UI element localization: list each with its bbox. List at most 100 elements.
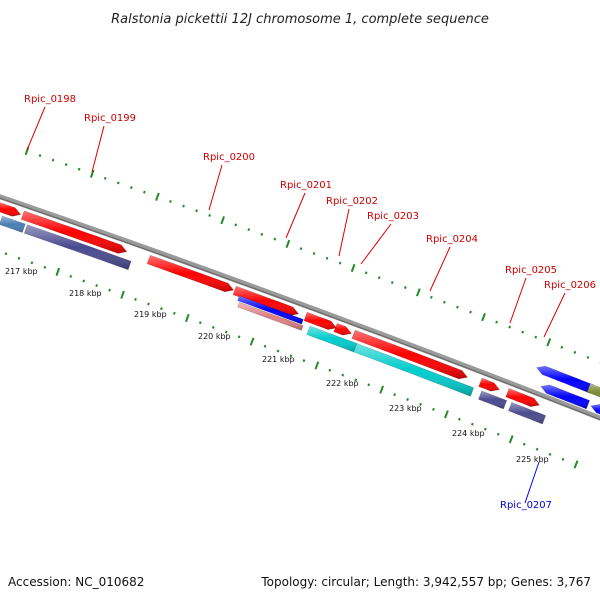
tick-major (155, 192, 160, 201)
tick-minor (173, 311, 176, 315)
cds-rpic-0200[interactable] (146, 254, 235, 293)
tick-minor (260, 232, 264, 236)
tick-minor (364, 271, 368, 275)
cds-rpic-0205[interactable] (478, 377, 500, 392)
backbone (0, 194, 600, 421)
tick-minor (432, 407, 435, 411)
tick-minor (430, 295, 433, 299)
tick-major (508, 435, 514, 444)
tick-minor (521, 330, 525, 334)
gene-label-rpic-0198[interactable]: Rpic_0198 (24, 94, 76, 105)
tick-minor (470, 422, 474, 426)
tick-minor (561, 457, 565, 461)
gene-label-rpic-0207[interactable]: Rpic_0207 (500, 500, 552, 511)
tick-rows (4, 146, 600, 469)
cog-rpic-0201-b[interactable] (237, 295, 304, 325)
tick-major (350, 263, 356, 273)
cog-rpic-0204[interactable] (353, 343, 475, 397)
cog-rpic-0205[interactable] (478, 390, 508, 410)
tick-major (481, 313, 486, 322)
cog-rpic-0199[interactable] (23, 224, 132, 271)
leader-line (524, 461, 540, 504)
tick-major (249, 337, 255, 346)
tick-major (285, 239, 291, 248)
tick-minor (160, 307, 163, 311)
tick-minor (108, 288, 111, 292)
cds-rpic-0198[interactable] (0, 202, 22, 217)
leader-line (360, 223, 392, 265)
gene-label-rpic-0206[interactable]: Rpic_0206 (544, 280, 596, 291)
tick-minor (534, 335, 538, 339)
tick-minor (354, 378, 358, 382)
tick-minor (560, 345, 564, 349)
tick-minor (43, 265, 47, 269)
tick-minor (247, 228, 251, 232)
tick-major (415, 288, 421, 297)
cds-rpic-0199[interactable] (20, 210, 128, 254)
gene-label-rpic-0205[interactable]: Rpic_0205 (505, 265, 557, 276)
tick-minor (443, 300, 446, 304)
tick-minor (17, 256, 21, 260)
cds-rpic-0203[interactable] (333, 323, 353, 336)
cds-rpic-0202[interactable] (303, 311, 338, 330)
cds-rpic-0208[interactable] (590, 404, 600, 416)
cds-rpic-0204[interactable] (351, 329, 468, 380)
feature-track (0, 202, 600, 425)
tick-minor (182, 204, 185, 208)
tick-minor (211, 325, 215, 329)
tick-minor (263, 344, 267, 348)
cds-rpic-0206[interactable] (505, 388, 540, 407)
tick-minor (195, 209, 198, 213)
tick-minor (377, 276, 381, 280)
tick-minor (393, 393, 396, 397)
tick-minor (495, 320, 498, 324)
tick-minor (469, 310, 472, 314)
tick-major (220, 216, 225, 225)
cog-rpic-0206[interactable] (508, 402, 547, 425)
scale-label-225: 225 kbp (516, 455, 549, 464)
tick-minor (30, 261, 34, 265)
gene-label-rpic-0202[interactable]: Rpic_0202 (326, 196, 378, 207)
gene-label-rpic-0200[interactable]: Rpic_0200 (203, 152, 255, 163)
gene-label-rpic-0199[interactable]: Rpic_0199 (84, 113, 136, 124)
tick-minor (77, 167, 81, 171)
leader-line (509, 277, 527, 324)
leader-line (208, 164, 223, 211)
tick-minor (134, 297, 137, 301)
cog-rpic-0201-a[interactable] (237, 301, 304, 331)
tick-major (379, 385, 385, 394)
tick-minor (147, 302, 150, 306)
gene-label-rpic-0204[interactable]: Rpic_0204 (426, 234, 478, 245)
tick-major (444, 410, 449, 419)
cog-rpic-0208[interactable] (586, 383, 600, 402)
tick-minor (273, 237, 277, 241)
tick-minor (4, 252, 8, 256)
scale-label-218: 218 kbp (69, 289, 102, 298)
accession-text: Accession: NC_010682 (8, 575, 144, 589)
cds-rpic-0207-b[interactable] (540, 384, 590, 410)
label-leaders (26, 106, 566, 504)
map-title: Ralstonia pickettii 12J chromosome 1, co… (111, 12, 489, 27)
leader-line (26, 106, 46, 151)
gene-label-rpic-0201[interactable]: Rpic_0201 (280, 180, 332, 191)
cog-rpic-0198[interactable] (0, 215, 26, 233)
tick-minor (208, 213, 211, 217)
tick-major (314, 361, 320, 370)
tick-major (185, 313, 190, 323)
tick-minor (143, 190, 146, 194)
tick-minor (548, 452, 552, 456)
cog-rpic-0202[interactable] (306, 325, 358, 353)
leader-line (285, 192, 306, 239)
tick-minor (573, 350, 577, 354)
tick-minor (406, 398, 409, 401)
tick-minor (403, 285, 407, 289)
leader-line (543, 292, 566, 338)
gene-label-rpic-0203[interactable]: Rpic_0203 (367, 211, 419, 222)
tick-minor (82, 279, 86, 283)
tick-minor (302, 359, 306, 363)
leader-line (338, 208, 350, 257)
tick-row-upper (24, 146, 600, 364)
tick-minor (69, 274, 73, 278)
tick-minor (508, 325, 512, 329)
